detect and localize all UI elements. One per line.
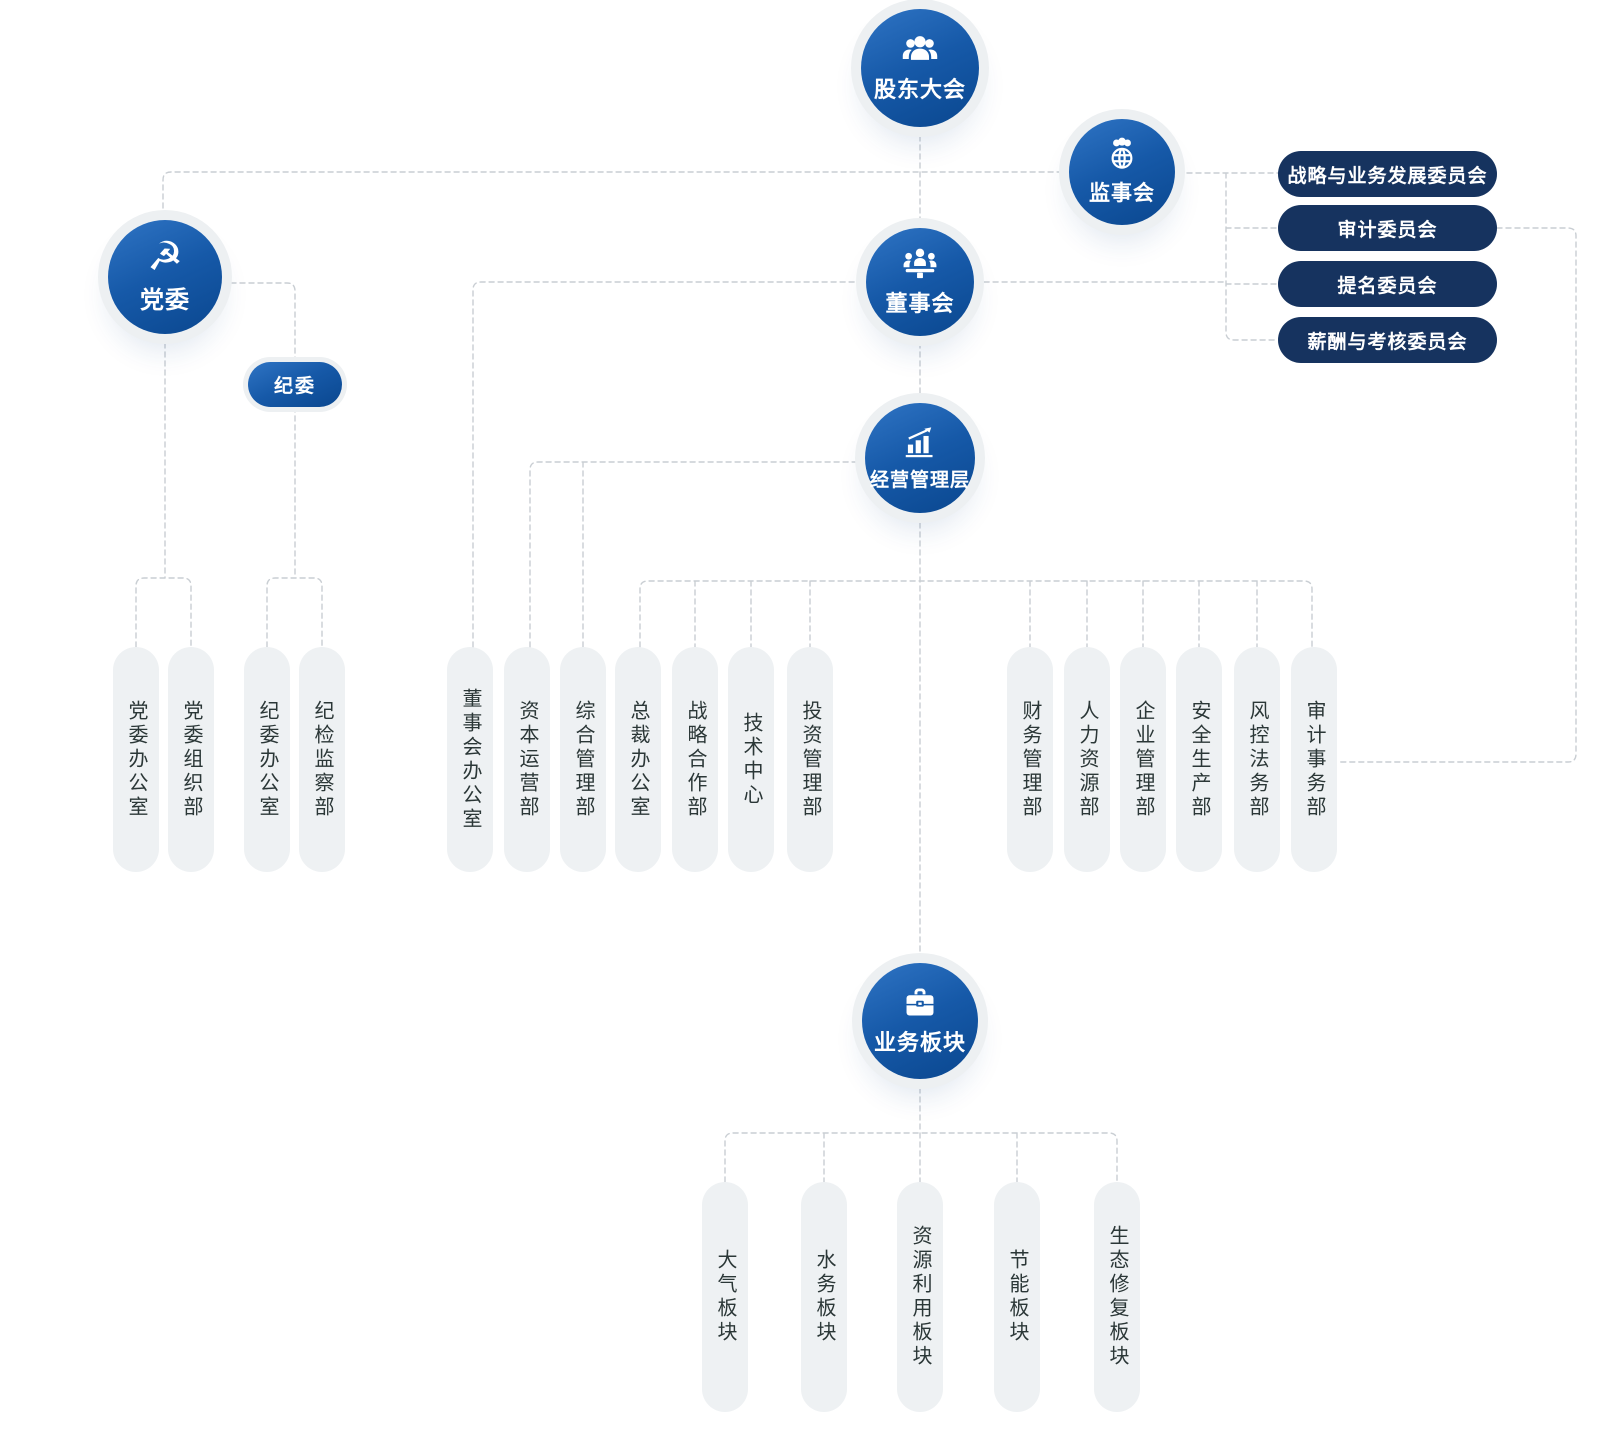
people-group-icon (899, 32, 941, 66)
node-party-committee-label: 党委 (140, 286, 190, 314)
node-management-team: 经营管理层 (865, 403, 975, 513)
node-management-team-label: 经营管理层 (869, 469, 970, 491)
globe-people-icon (1104, 137, 1140, 171)
connector-party-depts (135, 333, 192, 648)
dept-management-4: 战略合作部 (672, 647, 718, 872)
dept-management-10: 安全生产部 (1176, 647, 1222, 872)
connector-segments-bus (724, 1132, 1118, 1183)
dept-management-2-label: 综合管理部 (572, 699, 594, 820)
dept-management-11: 风控法务部 (1234, 647, 1280, 872)
segment-2-label: 资源利用板块 (909, 1225, 931, 1369)
dept-management-0-label: 董事会办公室 (459, 687, 481, 832)
node-business-segments: 业务板块 (862, 963, 978, 1079)
segment-4: 生态修复板块 (1094, 1182, 1140, 1412)
committee-nomination-committee-label: 提名委员会 (1337, 275, 1438, 297)
dept-party-1-label: 党委组织部 (180, 699, 202, 820)
dept-management-3-label: 总裁办公室 (627, 699, 649, 820)
segment-2: 资源利用板块 (897, 1182, 943, 1412)
dept-management-6-label: 投资管理部 (799, 699, 821, 820)
node-supervisory-board-label: 监事会 (1089, 182, 1155, 205)
node-board-of-directors: 董事会 (866, 228, 974, 336)
committee-nomination-committee: 提名委员会 (1278, 261, 1497, 307)
dept-management-1-label: 资本运营部 (516, 699, 538, 820)
node-discipline-committee: 纪委 (248, 362, 342, 407)
dept-party-2-label: 纪委办公室 (256, 699, 278, 820)
committee-remuneration-assessment-committee-label: 薪酬与考核委员会 (1307, 331, 1468, 353)
dept-party-0-label: 党委办公室 (125, 699, 147, 820)
dept-management-8: 人力资源部 (1064, 647, 1110, 872)
segment-1-label: 水务板块 (813, 1249, 835, 1345)
node-party-committee: ☭ 党委 (108, 220, 222, 334)
dept-management-7-label: 财务管理部 (1019, 699, 1041, 820)
node-shareholders-meeting-label: 股东大会 (873, 77, 966, 102)
node-discipline-committee-label: 纪委 (273, 376, 316, 397)
dept-management-5-label: 技术中心 (740, 711, 762, 808)
connector-department-bus (639, 580, 1313, 648)
dept-management-1: 资本运营部 (504, 647, 550, 872)
dept-management-3: 总裁办公室 (615, 647, 661, 872)
segment-4-label: 生态修复板块 (1106, 1225, 1128, 1369)
dept-management-5: 技术中心 (728, 647, 774, 872)
connector-board-row (472, 281, 1227, 648)
dept-party-3-label: 纪检监察部 (311, 699, 333, 820)
dept-party-3: 纪检监察部 (299, 647, 345, 872)
committee-strategy-development-committee-label: 战略与业务发展委员会 (1287, 165, 1488, 187)
committee-audit-committee-label: 审计委员会 (1337, 219, 1438, 241)
committee-strategy-development-committee: 战略与业务发展委员会 (1278, 151, 1497, 197)
segment-3: 节能板块 (994, 1182, 1040, 1412)
connector-party-discipline (221, 282, 296, 363)
dept-management-12-label: 审计事务部 (1303, 699, 1325, 820)
dept-party-0: 党委办公室 (113, 647, 159, 872)
briefcase-icon (901, 985, 939, 1019)
dept-management-9-label: 企业管理部 (1132, 699, 1154, 820)
node-supervisory-board: 监事会 (1069, 119, 1175, 225)
dept-management-10-label: 安全生产部 (1188, 699, 1210, 820)
dept-management-12: 审计事务部 (1291, 647, 1337, 872)
dept-management-7: 财务管理部 (1007, 647, 1053, 872)
dept-management-0: 董事会办公室 (447, 647, 493, 872)
dept-management-8-label: 人力资源部 (1076, 699, 1098, 820)
connector-audit-link (1336, 227, 1577, 763)
hammer-sickle-icon: ☭ (147, 233, 183, 280)
dept-management-4-label: 战略合作部 (684, 699, 706, 820)
dept-party-2: 纪委办公室 (244, 647, 290, 872)
connector-supervisory-committees (1177, 172, 1279, 341)
node-business-segments-label: 业务板块 (873, 1030, 966, 1055)
chart-up-icon (901, 425, 939, 459)
committee-remuneration-assessment-committee: 薪酬与考核委员会 (1278, 317, 1497, 363)
segment-1: 水务板块 (801, 1182, 847, 1412)
connector-discipline-depts (266, 406, 323, 648)
dept-management-6: 投资管理部 (787, 647, 833, 872)
connector-management-left-bus (529, 461, 865, 648)
dept-party-1: 党委组织部 (168, 647, 214, 872)
segment-0: 大气板块 (702, 1182, 748, 1412)
dept-management-9: 企业管理部 (1120, 647, 1166, 872)
dept-management-11-label: 风控法务部 (1246, 699, 1268, 820)
segment-3-label: 节能板块 (1006, 1249, 1028, 1345)
connector-top-bus (162, 171, 1070, 209)
meeting-icon (899, 246, 941, 280)
dept-management-2: 综合管理部 (560, 647, 606, 872)
committee-audit-committee: 审计委员会 (1278, 205, 1497, 251)
node-board-of-directors-label: 董事会 (885, 291, 955, 316)
node-shareholders-meeting: 股东大会 (861, 9, 979, 127)
segment-0-label: 大气板块 (714, 1249, 736, 1345)
